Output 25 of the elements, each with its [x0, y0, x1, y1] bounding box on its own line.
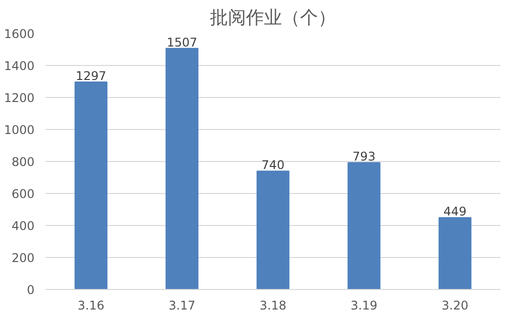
- x-tick-label: 3.17: [168, 298, 196, 312]
- y-tick-label: 1200: [4, 91, 35, 105]
- y-tick-label: 400: [12, 219, 34, 233]
- data-label: 793: [352, 150, 376, 164]
- y-tick-label: 1400: [4, 59, 35, 73]
- y-tick-label: 0: [26, 283, 35, 297]
- bar: [74, 81, 108, 290]
- y-tick-label: 600: [12, 187, 34, 201]
- data-label: 449: [444, 204, 466, 219]
- y-tick-label: 1600: [4, 27, 35, 41]
- data-label: 1297: [76, 68, 106, 83]
- y-tick-label: 800: [12, 155, 34, 169]
- data-label: 1507: [166, 35, 198, 50]
- chart-title: 批阅作业（个）: [210, 8, 336, 28]
- bar: [438, 217, 472, 290]
- x-tick-label: 3.16: [78, 298, 104, 312]
- x-tick-label: 3.19: [350, 298, 378, 312]
- x-tick-label: 3.20: [442, 298, 468, 312]
- data-label: 740: [262, 158, 284, 172]
- y-tick-label: 1000: [4, 123, 35, 137]
- bar: [256, 170, 290, 290]
- bar: [348, 162, 380, 290]
- x-tick-label: 3.18: [260, 298, 286, 312]
- y-tick-label: 200: [12, 251, 34, 265]
- bar: [166, 48, 198, 290]
